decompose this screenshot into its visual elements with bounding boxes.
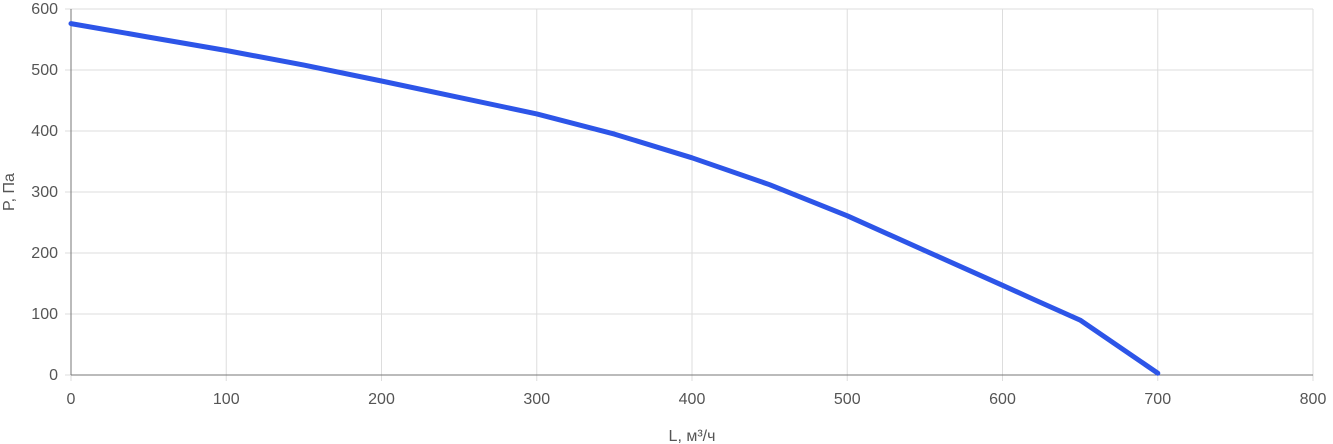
y-tick-labels: 0 100 200 300 400 500 600	[31, 1, 58, 384]
x-tick-label: 400	[679, 391, 706, 408]
x-axis-title: L, м³/ч	[669, 428, 716, 444]
y-tick-label: 0	[49, 367, 58, 384]
x-tick-label: 800	[1300, 391, 1327, 408]
y-tick-label: 500	[31, 62, 58, 79]
y-tick-label: 600	[31, 1, 58, 18]
x-tick-label: 500	[834, 391, 861, 408]
x-tick-label: 200	[368, 391, 395, 408]
x-tick-label: 100	[213, 391, 240, 408]
x-tick-labels: 0 100 200 300 400 500 600 700 800	[67, 391, 1327, 408]
y-tick-label: 200	[31, 245, 58, 262]
y-axis-title: P, Па	[1, 173, 18, 211]
y-tick-label: 300	[31, 184, 58, 201]
y-tick-label: 400	[31, 123, 58, 140]
x-tick-label: 0	[67, 391, 76, 408]
series-line	[68, 21, 1161, 376]
y-grid-lines	[65, 8, 1313, 376]
x-tick-label: 700	[1144, 391, 1171, 408]
series-layer	[68, 21, 1161, 376]
x-grid-lines	[70, 9, 1314, 381]
x-tick-label: 600	[989, 391, 1016, 408]
y-tick-label: 100	[31, 306, 58, 323]
x-tick-label: 300	[523, 391, 550, 408]
